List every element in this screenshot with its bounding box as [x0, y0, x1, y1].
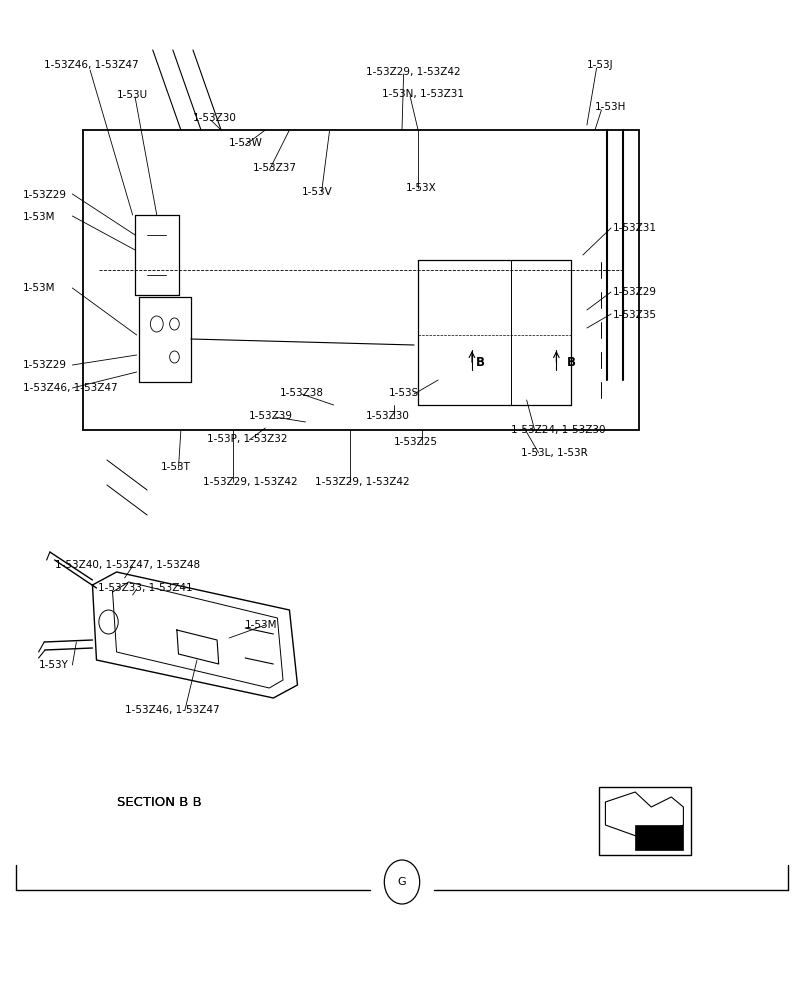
Text: 1-53Z46, 1-53Z47: 1-53Z46, 1-53Z47 — [44, 60, 139, 70]
Text: 1-53H: 1-53H — [594, 102, 626, 112]
Text: 1-53W: 1-53W — [229, 138, 263, 148]
Bar — [598, 787, 691, 855]
Text: B: B — [566, 356, 575, 368]
Text: 1-53Z40, 1-53Z47, 1-53Z48: 1-53Z40, 1-53Z47, 1-53Z48 — [55, 560, 200, 570]
Text: 1-53Z29: 1-53Z29 — [22, 190, 67, 200]
Text: 1-53L, 1-53R: 1-53L, 1-53R — [520, 448, 587, 458]
Text: 1-53Z35: 1-53Z35 — [612, 310, 656, 320]
Text: B: B — [475, 356, 484, 368]
Text: 1-53Z33, 1-53Z41: 1-53Z33, 1-53Z41 — [98, 583, 193, 593]
Text: 1-53P, 1-53Z32: 1-53P, 1-53Z32 — [207, 434, 287, 444]
Text: 1-53M: 1-53M — [245, 620, 277, 630]
Text: 1-53M: 1-53M — [22, 212, 55, 222]
Text: 1-53Z46, 1-53Z47: 1-53Z46, 1-53Z47 — [22, 383, 117, 393]
Text: 1-53Z29, 1-53Z42: 1-53Z29, 1-53Z42 — [203, 477, 298, 487]
Text: 1-53X: 1-53X — [406, 183, 436, 193]
Text: 1-53Z30: 1-53Z30 — [193, 113, 237, 123]
Text: 1-53Z29: 1-53Z29 — [612, 287, 656, 297]
Text: 1-53V: 1-53V — [301, 187, 332, 197]
Text: 1-53Z30: 1-53Z30 — [365, 411, 410, 421]
Text: 1-53Z38: 1-53Z38 — [279, 388, 324, 398]
Text: 1-53Z29, 1-53Z42: 1-53Z29, 1-53Z42 — [315, 477, 410, 487]
Text: 1-53Z29, 1-53Z42: 1-53Z29, 1-53Z42 — [365, 67, 460, 77]
Text: 1-53S: 1-53S — [388, 388, 418, 398]
Text: 1-53N, 1-53Z31: 1-53N, 1-53Z31 — [381, 89, 463, 99]
Text: 1-53Y: 1-53Y — [39, 660, 68, 670]
Text: 1-53T: 1-53T — [161, 462, 190, 472]
Text: 1-53M: 1-53M — [22, 283, 55, 293]
Text: 1-53J: 1-53J — [586, 60, 613, 70]
Text: 1-53U: 1-53U — [116, 90, 148, 100]
Text: G: G — [397, 877, 406, 887]
Text: 1-53Z46, 1-53Z47: 1-53Z46, 1-53Z47 — [124, 705, 219, 715]
Polygon shape — [634, 825, 683, 850]
Text: 1-53Z25: 1-53Z25 — [393, 437, 438, 447]
Text: 1-53Z39: 1-53Z39 — [249, 411, 293, 421]
Text: SECTION B B: SECTION B B — [116, 796, 201, 808]
Text: 1-53Z24, 1-53Z30: 1-53Z24, 1-53Z30 — [510, 425, 605, 435]
Text: 1-53Z37: 1-53Z37 — [253, 163, 297, 173]
Text: 1-53Z31: 1-53Z31 — [612, 223, 656, 233]
Polygon shape — [605, 792, 683, 840]
Text: SECTION B B: SECTION B B — [116, 796, 201, 808]
Text: 1-53Z29: 1-53Z29 — [22, 360, 67, 370]
